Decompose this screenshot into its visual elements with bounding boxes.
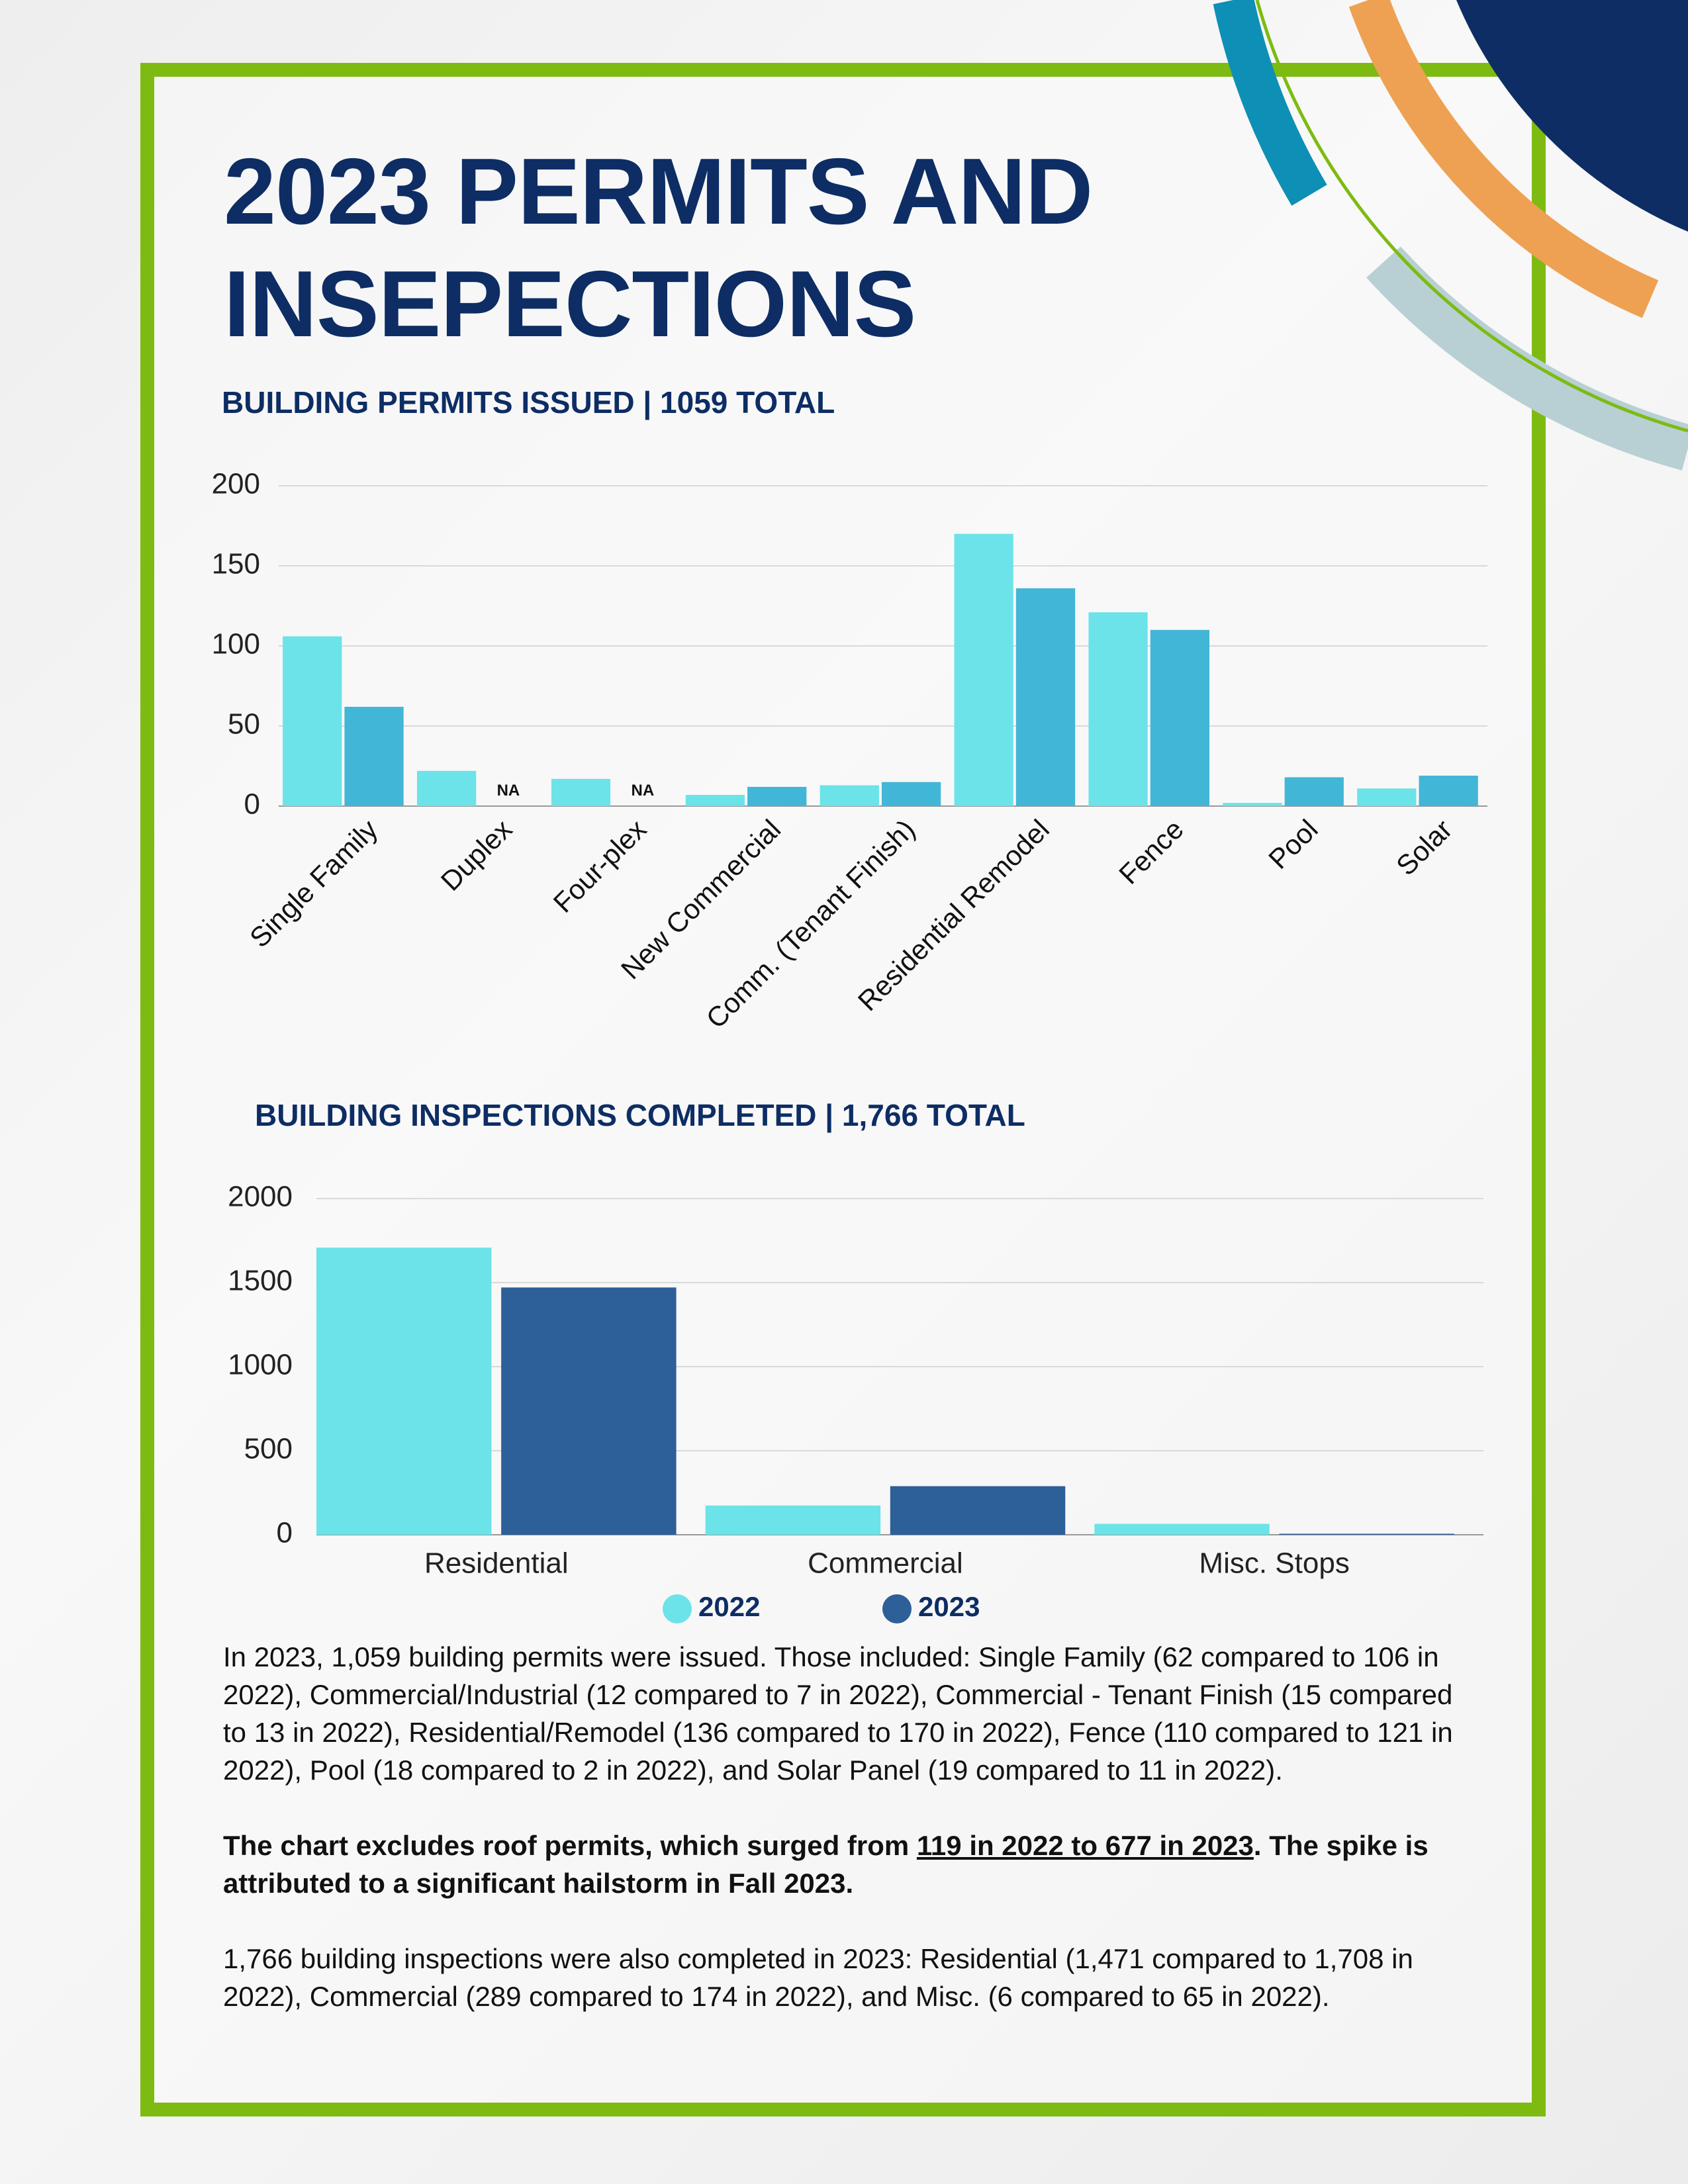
bar xyxy=(881,782,941,806)
bar xyxy=(890,1486,1066,1535)
legend-label: 2022 xyxy=(698,1591,760,1622)
page-title: 2023 PERMITS AND INSEPECTIONS xyxy=(224,139,1093,357)
highlight: 119 in 2022 to 677 in 2023 xyxy=(916,1830,1254,1861)
x-tick-label: Fence xyxy=(1113,813,1190,890)
bar xyxy=(1015,588,1076,806)
x-tick-label: Four-plex xyxy=(547,813,653,919)
bar xyxy=(416,770,477,806)
y-tick-label: 200 xyxy=(212,468,260,500)
paragraph: The chart excludes roof permits, which s… xyxy=(223,1827,1481,1902)
bar xyxy=(344,706,404,806)
decor-arc xyxy=(1213,0,1327,206)
bar xyxy=(1094,1524,1270,1535)
x-tick-label: Pool xyxy=(1262,813,1324,875)
bar xyxy=(1419,776,1478,806)
bar xyxy=(1357,788,1417,806)
bar xyxy=(820,785,879,806)
text: The chart excludes roof permits, which s… xyxy=(223,1830,917,1861)
paragraph: In 2023, 1,059 building permits were iss… xyxy=(223,1641,1453,1786)
x-tick-label: Commercial xyxy=(808,1547,963,1580)
chart-title: BUILDING PERMITS ISSUED | 1059 TOTAL xyxy=(222,385,835,420)
legend-label: 2023 xyxy=(918,1591,980,1622)
x-tick-label: Duplex xyxy=(435,813,518,897)
paragraph: 1,766 building inspections were also com… xyxy=(223,1943,1413,2012)
legend-swatch xyxy=(663,1594,692,1623)
decor-circle xyxy=(1456,0,1688,232)
x-tick-label: Misc. Stops xyxy=(1199,1547,1349,1580)
decor-line xyxy=(1255,0,1688,433)
y-tick-label: 150 xyxy=(212,548,260,580)
y-tick-label: 50 xyxy=(228,708,260,741)
bar xyxy=(747,786,807,806)
decor-arc xyxy=(1348,0,1659,318)
x-tick-label: Solar xyxy=(1390,813,1458,882)
y-tick-label: 0 xyxy=(244,788,260,821)
y-tick-label: 1000 xyxy=(228,1349,293,1381)
value-label: NA xyxy=(631,782,654,799)
bar xyxy=(1088,612,1148,806)
bar xyxy=(954,533,1013,806)
y-tick-label: 2000 xyxy=(228,1181,293,1213)
bar xyxy=(1223,803,1282,806)
bar xyxy=(1150,629,1210,806)
decor-arc xyxy=(1366,246,1688,471)
bar xyxy=(551,778,611,806)
x-tick-label: Single Family xyxy=(244,813,383,953)
bar xyxy=(685,795,745,806)
y-tick-label: 1500 xyxy=(228,1265,293,1297)
page-frame xyxy=(140,63,1546,2116)
chart-title: BUILDING INSPECTIONS COMPLETED | 1,766 T… xyxy=(255,1098,1025,1132)
text: . The spike is attributed to a significa… xyxy=(223,1830,1429,1899)
bar xyxy=(501,1287,677,1535)
body-text: In 2023, 1,059 building permits were iss… xyxy=(223,1638,1481,2053)
bar xyxy=(1279,1533,1454,1535)
bar xyxy=(705,1505,881,1535)
y-tick-label: 500 xyxy=(244,1433,293,1465)
y-tick-label: 0 xyxy=(277,1517,293,1549)
bar xyxy=(316,1248,492,1535)
x-tick-label: Residential xyxy=(424,1547,569,1580)
bar xyxy=(283,636,342,806)
value-label: NA xyxy=(497,782,520,799)
bar xyxy=(1284,777,1344,806)
legend-swatch xyxy=(882,1594,912,1623)
y-tick-label: 100 xyxy=(212,628,260,660)
